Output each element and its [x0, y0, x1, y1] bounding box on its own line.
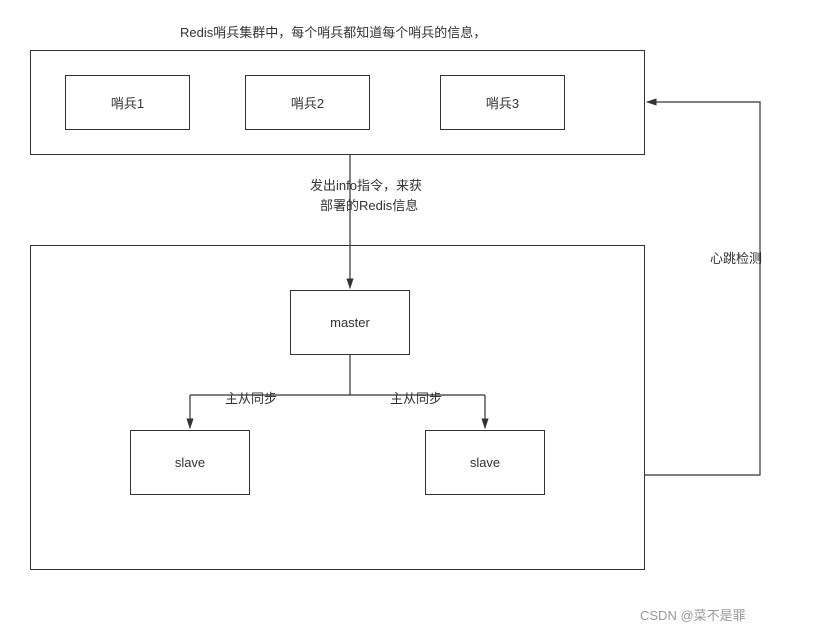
- node-master-label: master: [330, 315, 370, 330]
- watermark: CSDN @菜不是罪: [640, 605, 746, 624]
- node-slave1-label: slave: [175, 455, 205, 470]
- node-slave1: slave: [130, 430, 250, 495]
- node-sentinel3: 哨兵3: [440, 75, 565, 130]
- label-sync-right: 主从同步: [390, 388, 442, 407]
- edge-heartbeat-loop: [645, 102, 760, 475]
- node-sentinel3-label: 哨兵3: [486, 93, 519, 112]
- node-sentinel2: 哨兵2: [245, 75, 370, 130]
- node-sentinel2-label: 哨兵2: [291, 93, 324, 112]
- label-info-cmd-1: 发出info指令，来获: [310, 175, 422, 194]
- node-sentinel1: 哨兵1: [65, 75, 190, 130]
- node-slave2-label: slave: [470, 455, 500, 470]
- label-info-cmd-2: 部署的Redis信息: [320, 195, 418, 214]
- diagram-title: Redis哨兵集群中，每个哨兵都知道每个哨兵的信息，: [180, 22, 486, 41]
- node-slave2: slave: [425, 430, 545, 495]
- label-sync-left: 主从同步: [225, 388, 277, 407]
- label-heartbeat: 心跳检测: [710, 248, 762, 267]
- node-sentinel1-label: 哨兵1: [111, 93, 144, 112]
- node-master: master: [290, 290, 410, 355]
